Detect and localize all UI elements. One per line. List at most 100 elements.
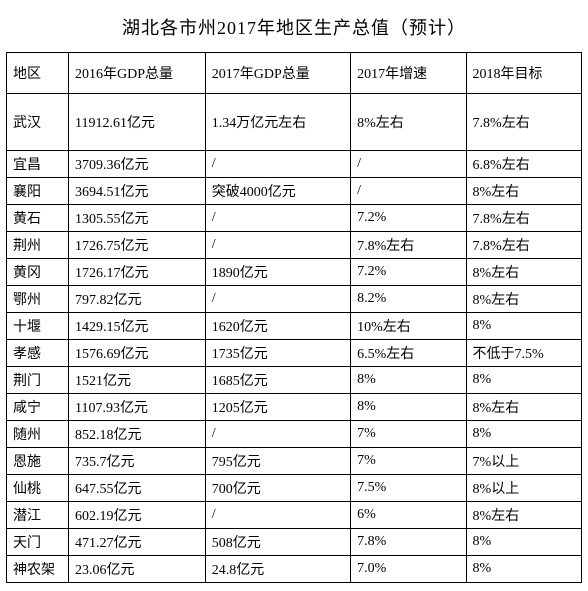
col-growth: 2017年增速 (351, 53, 466, 94)
cell-gdp2016: 602.19亿元 (68, 502, 205, 529)
cell-region: 孝感 (7, 340, 69, 367)
col-2016: 2016年GDP总量 (68, 53, 205, 94)
cell-target: 8%左右 (466, 178, 581, 205)
cell-gdp2016: 11912.61亿元 (68, 94, 205, 151)
cell-growth: 6.5%左右 (351, 340, 466, 367)
cell-gdp2017: / (205, 232, 350, 259)
cell-region: 天门 (7, 529, 69, 556)
cell-growth: 7.0% (351, 556, 466, 583)
cell-gdp2016: 852.18亿元 (68, 421, 205, 448)
table-row: 潜江602.19亿元/6%8%左右 (7, 502, 582, 529)
cell-gdp2016: 1521亿元 (68, 367, 205, 394)
table-row: 随州852.18亿元/7%8% (7, 421, 582, 448)
cell-target: 8%左右 (466, 286, 581, 313)
cell-growth: 7.8% (351, 529, 466, 556)
cell-target: 不低于7.5% (466, 340, 581, 367)
cell-region: 恩施 (7, 448, 69, 475)
cell-gdp2017: 1205亿元 (205, 394, 350, 421)
cell-gdp2016: 471.27亿元 (68, 529, 205, 556)
cell-gdp2016: 3709.36亿元 (68, 151, 205, 178)
cell-gdp2017: 1735亿元 (205, 340, 350, 367)
cell-growth: 7.2% (351, 259, 466, 286)
cell-region: 武汉 (7, 94, 69, 151)
cell-growth: 6% (351, 502, 466, 529)
cell-growth: 7.8%左右 (351, 232, 466, 259)
cell-gdp2016: 1726.75亿元 (68, 232, 205, 259)
cell-gdp2017: / (205, 151, 350, 178)
cell-target: 8%左右 (466, 394, 581, 421)
cell-growth: 7% (351, 421, 466, 448)
table-row: 仙桃647.55亿元700亿元7.5%8%以上 (7, 475, 582, 502)
cell-gdp2016: 1305.55亿元 (68, 205, 205, 232)
table-row: 武汉11912.61亿元1.34万亿元左右8%左右7.8%左右 (7, 94, 582, 151)
table-header-row: 地区 2016年GDP总量 2017年GDP总量 2017年增速 2018年目标 (7, 53, 582, 94)
cell-target: 7.8%左右 (466, 205, 581, 232)
cell-gdp2017: 700亿元 (205, 475, 350, 502)
cell-growth: 8% (351, 394, 466, 421)
table-row: 孝感1576.69亿元1735亿元6.5%左右不低于7.5% (7, 340, 582, 367)
table-row: 黄冈1726.17亿元1890亿元7.2%8%左右 (7, 259, 582, 286)
cell-region: 潜江 (7, 502, 69, 529)
cell-gdp2017: 795亿元 (205, 448, 350, 475)
cell-growth: / (351, 178, 466, 205)
cell-gdp2017: / (205, 286, 350, 313)
cell-target: 8%左右 (466, 259, 581, 286)
cell-gdp2017: 24.8亿元 (205, 556, 350, 583)
cell-region: 咸宁 (7, 394, 69, 421)
cell-target: 8% (466, 529, 581, 556)
table-row: 十堰1429.15亿元1620亿元10%左右8% (7, 313, 582, 340)
cell-target: 8% (466, 313, 581, 340)
cell-growth: 8.2% (351, 286, 466, 313)
cell-target: 7.8%左右 (466, 94, 581, 151)
cell-gdp2017: 508亿元 (205, 529, 350, 556)
cell-growth: 10%左右 (351, 313, 466, 340)
col-2017: 2017年GDP总量 (205, 53, 350, 94)
cell-region: 仙桃 (7, 475, 69, 502)
cell-gdp2017: 1620亿元 (205, 313, 350, 340)
cell-region: 宜昌 (7, 151, 69, 178)
cell-target: 8%以上 (466, 475, 581, 502)
cell-growth: 8%左右 (351, 94, 466, 151)
cell-target: 7.8%左右 (466, 232, 581, 259)
cell-target: 8% (466, 421, 581, 448)
cell-target: 8% (466, 556, 581, 583)
cell-gdp2016: 23.06亿元 (68, 556, 205, 583)
col-target: 2018年目标 (466, 53, 581, 94)
table-row: 天门471.27亿元508亿元7.8%8% (7, 529, 582, 556)
table-row: 恩施735.7亿元795亿元7%7%以上 (7, 448, 582, 475)
cell-gdp2016: 647.55亿元 (68, 475, 205, 502)
cell-region: 襄阳 (7, 178, 69, 205)
cell-growth: / (351, 151, 466, 178)
table-row: 咸宁1107.93亿元1205亿元8%8%左右 (7, 394, 582, 421)
cell-growth: 7% (351, 448, 466, 475)
cell-region: 荆门 (7, 367, 69, 394)
cell-growth: 8% (351, 367, 466, 394)
cell-gdp2016: 1429.15亿元 (68, 313, 205, 340)
cell-gdp2016: 1107.93亿元 (68, 394, 205, 421)
cell-growth: 7.5% (351, 475, 466, 502)
table-row: 宜昌3709.36亿元//6.8%左右 (7, 151, 582, 178)
col-region: 地区 (7, 53, 69, 94)
cell-gdp2016: 735.7亿元 (68, 448, 205, 475)
cell-growth: 7.2% (351, 205, 466, 232)
cell-target: 7%以上 (466, 448, 581, 475)
cell-gdp2017: / (205, 502, 350, 529)
cell-gdp2017: / (205, 205, 350, 232)
cell-gdp2017: 1.34万亿元左右 (205, 94, 350, 151)
table-row: 襄阳3694.51亿元突破4000亿元/8%左右 (7, 178, 582, 205)
cell-gdp2017: 突破4000亿元 (205, 178, 350, 205)
cell-region: 黄冈 (7, 259, 69, 286)
cell-region: 黄石 (7, 205, 69, 232)
cell-region: 十堰 (7, 313, 69, 340)
cell-gdp2017: / (205, 421, 350, 448)
cell-gdp2017: 1890亿元 (205, 259, 350, 286)
cell-target: 8%左右 (466, 502, 581, 529)
table-row: 鄂州797.82亿元/8.2%8%左右 (7, 286, 582, 313)
table-row: 荆门1521亿元1685亿元8%8% (7, 367, 582, 394)
cell-gdp2016: 1726.17亿元 (68, 259, 205, 286)
cell-target: 8% (466, 367, 581, 394)
table-row: 黄石1305.55亿元/7.2%7.8%左右 (7, 205, 582, 232)
table-row: 荆州1726.75亿元/7.8%左右7.8%左右 (7, 232, 582, 259)
cell-region: 神农架 (7, 556, 69, 583)
cell-gdp2016: 3694.51亿元 (68, 178, 205, 205)
